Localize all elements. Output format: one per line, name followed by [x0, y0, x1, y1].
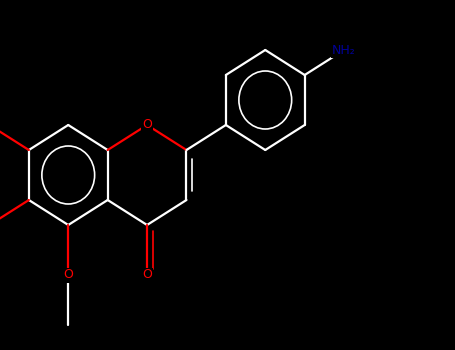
Text: O: O	[63, 268, 73, 281]
Text: NH₂: NH₂	[332, 43, 356, 56]
Text: O: O	[142, 119, 152, 132]
Text: O: O	[142, 268, 152, 281]
